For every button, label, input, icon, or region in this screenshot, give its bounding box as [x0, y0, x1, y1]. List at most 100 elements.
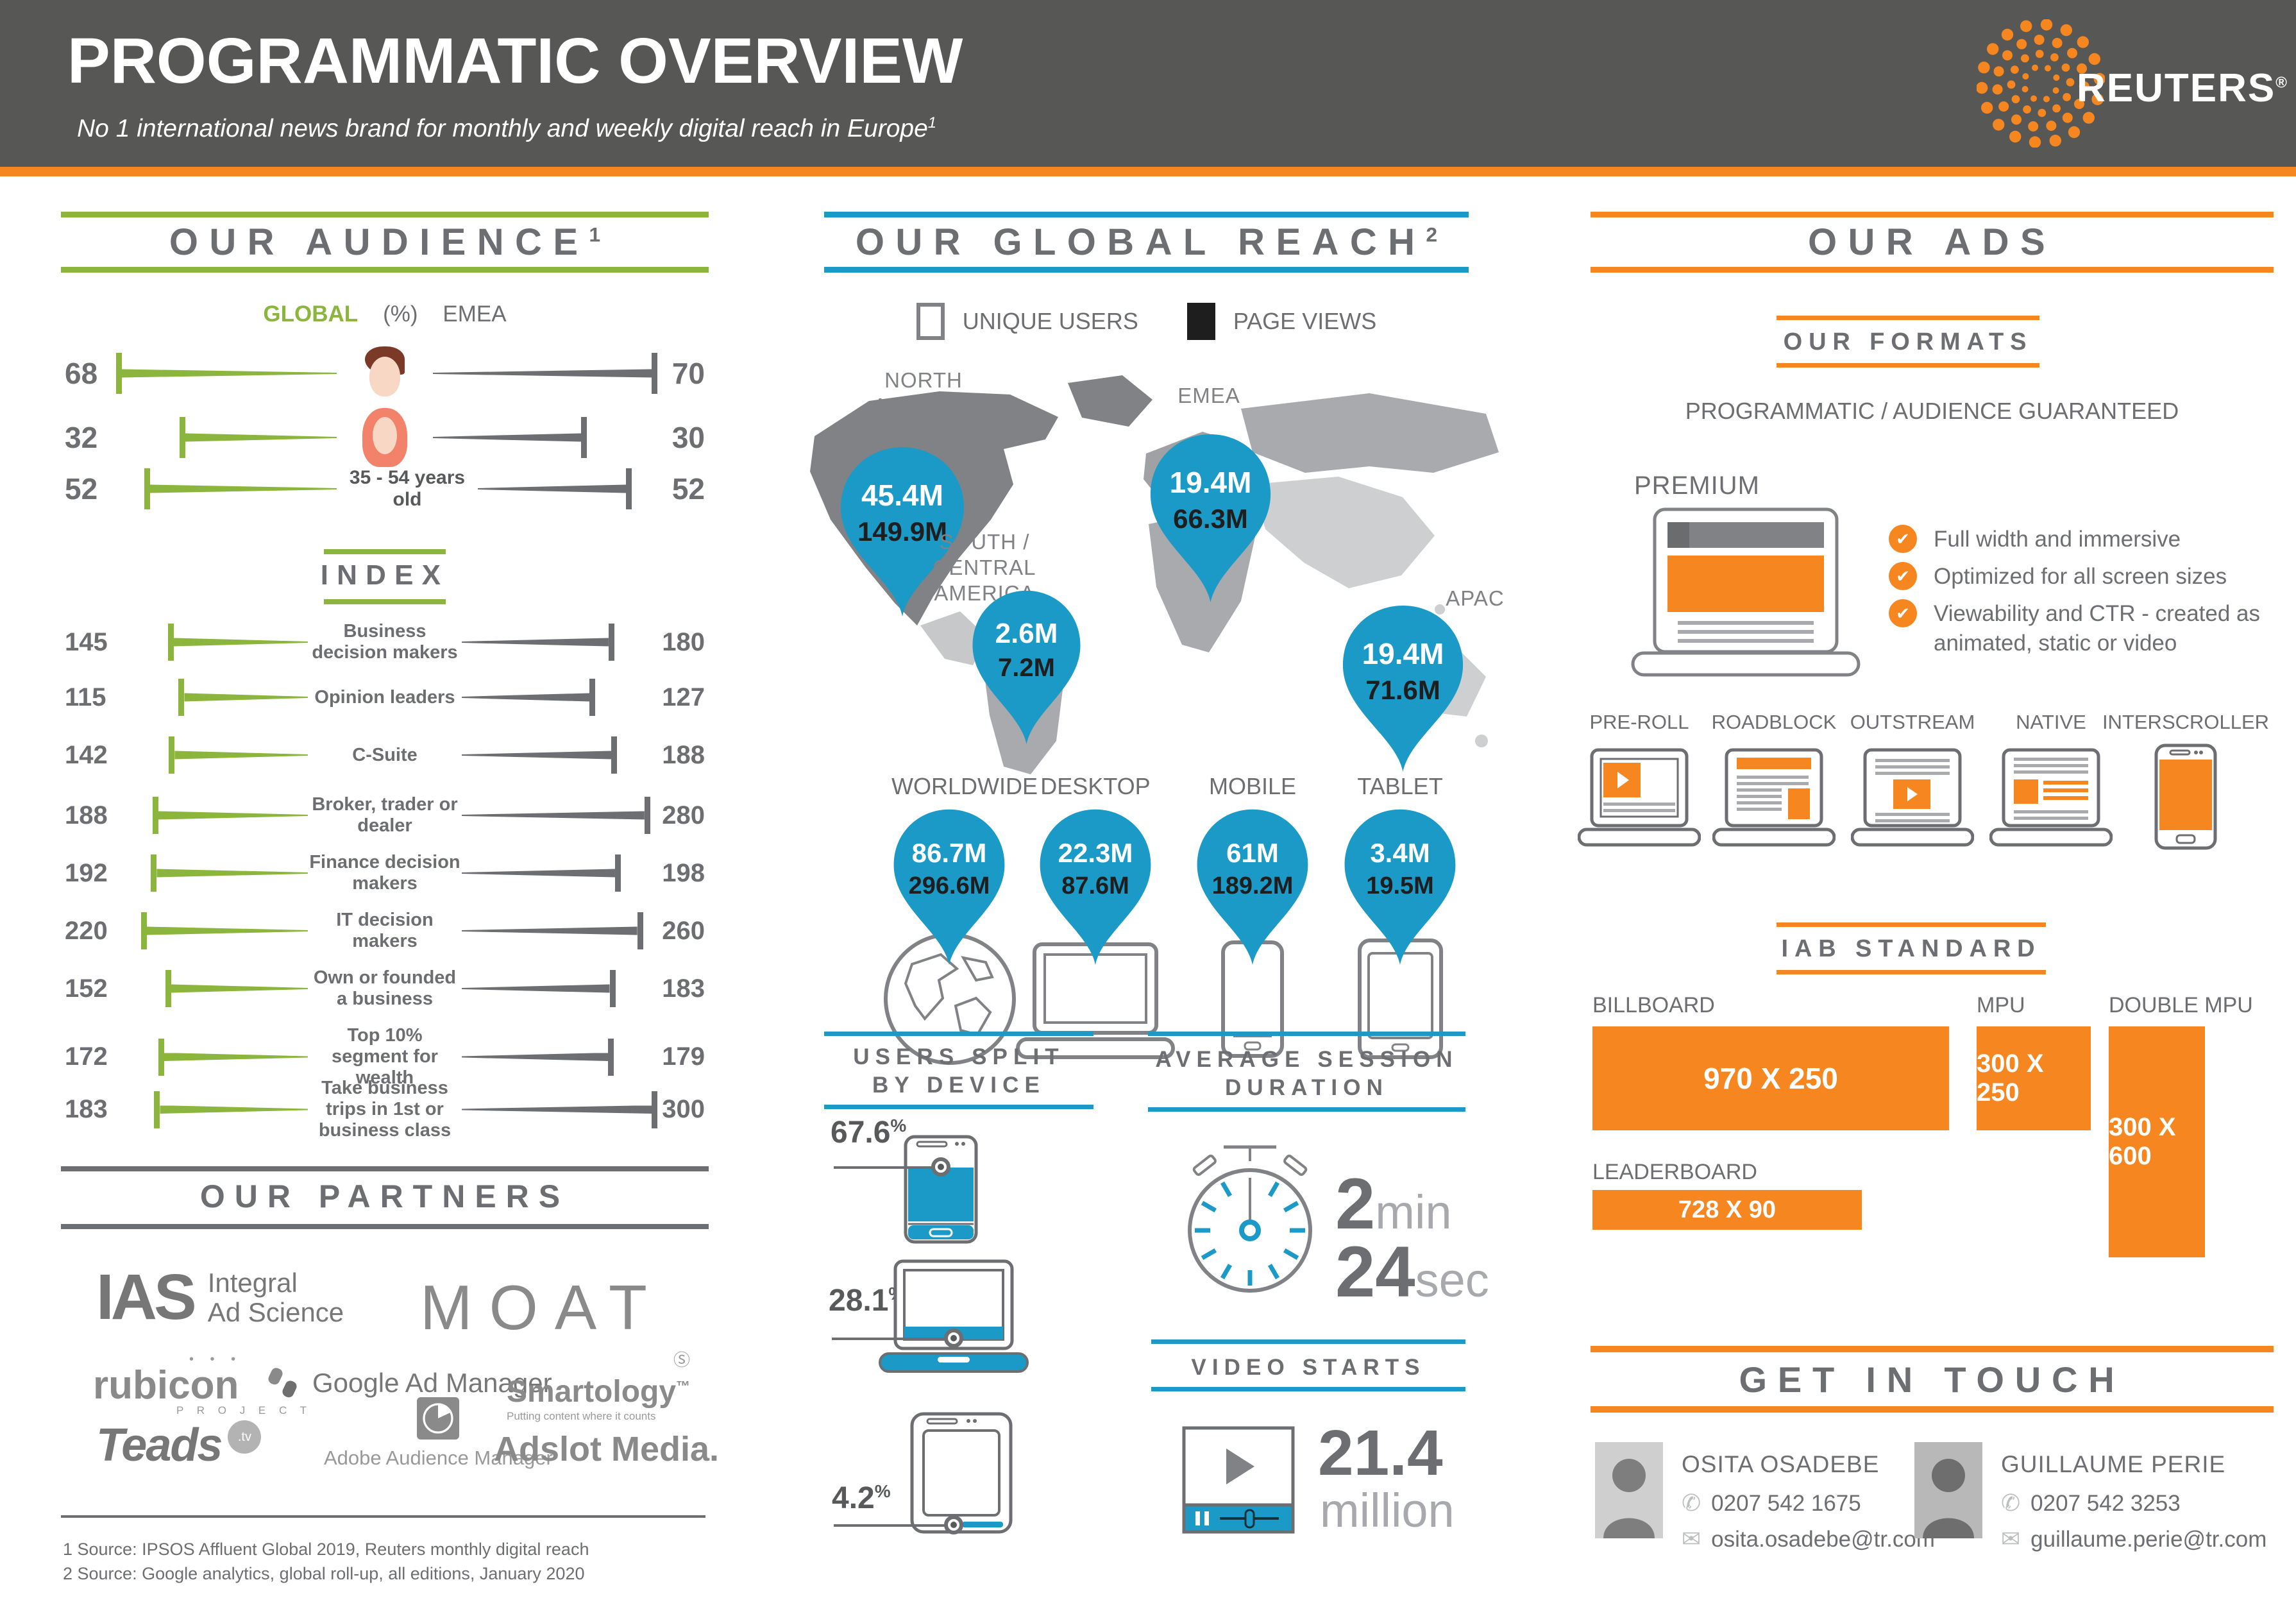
- value-emea-female: 30: [671, 421, 705, 454]
- check-icon: ✔: [1889, 599, 1917, 627]
- outstream-icon: [1851, 748, 1974, 847]
- index-row: 142 C-Suite 188: [61, 736, 709, 774]
- brand-name: REUTERS®: [2077, 66, 2288, 110]
- source-note-1: 1 Source: IPSOS Affluent Global 2019, Re…: [63, 1540, 589, 1559]
- index-title: INDEX: [320, 559, 450, 591]
- subtitle-footnote: 1: [927, 114, 937, 132]
- index-label: C-Suite: [352, 744, 418, 765]
- session-title-line1: AVERAGE SESSION: [1155, 1047, 1458, 1072]
- mail-icon: ✉: [1682, 1525, 1701, 1552]
- premium-label: PREMIUM: [1634, 472, 1760, 500]
- device-pin-desktop: 22.3M 87.6M: [1038, 807, 1153, 966]
- split-title-line1: USERS SPLIT: [853, 1044, 1065, 1069]
- partner-logo-google-ad-manager: Google Ad Manager: [266, 1365, 552, 1401]
- region-label-north-america: NORTH AMERICA: [873, 368, 974, 418]
- contact-photo-guillaume: [1914, 1442, 1982, 1538]
- page-views-value: 7.2M: [998, 654, 1055, 682]
- partners-rule-bottom: [61, 1224, 709, 1229]
- reach-rule-bottom: [824, 267, 1469, 273]
- iab-rule-top: [1777, 922, 2046, 927]
- premium-point-2: ✔ Optimized for all screen sizes: [1889, 562, 2248, 591]
- unique-users-value: 2.6M: [995, 618, 1058, 649]
- google-ad-manager-icon: [268, 1368, 297, 1398]
- partner-logo-teads: Teads .tv: [96, 1419, 262, 1472]
- page-subtitle: No 1 international news brand for monthl…: [77, 114, 936, 143]
- contact-phone-osita: ✆ 0207 542 1675: [1682, 1490, 1861, 1516]
- reach-rule-top: [824, 212, 1469, 217]
- unique-users-value: 86.7M: [911, 838, 987, 868]
- index-row: 172 Top 10% segment for wealth 179: [65, 1025, 705, 1088]
- legend-emea: EMEA: [443, 302, 507, 327]
- index-row: 152 Own or founded a business 183: [65, 967, 705, 1009]
- region-pin-south-central-america: 2.6M 7.2M: [970, 588, 1083, 745]
- check-icon: ✔: [1889, 525, 1917, 553]
- page-views-swatch: [1186, 303, 1215, 340]
- split-mobile-leader: [834, 1166, 940, 1169]
- partner-logo-moat: MOAT: [420, 1272, 664, 1343]
- formats-rule-top: [1777, 316, 2039, 320]
- unique-users-swatch: [916, 303, 945, 340]
- phone-icon: ✆: [2001, 1490, 2021, 1516]
- mail-icon: ✉: [2001, 1525, 2021, 1552]
- region-label-emea: EMEA: [1178, 384, 1240, 407]
- premium-point-1: ✔ Full width and immersive: [1889, 525, 2248, 554]
- split-tablet-leader: [834, 1524, 956, 1527]
- contact-title: GET IN TOUCH: [1739, 1359, 2125, 1400]
- iab-label-mpu: MPU: [1977, 993, 2025, 1017]
- index-label: Broker, trader or dealer: [312, 794, 458, 836]
- programmatic-label: PROGRAMMATIC / AUDIENCE GUARANTEED: [1685, 398, 2179, 424]
- unique-users-value: 19.4M: [1169, 466, 1252, 499]
- page-views-value: 66.3M: [1173, 504, 1248, 534]
- ads-rule-bottom: [1591, 267, 2274, 273]
- format-label-roadblock: ROADBLOCK: [1711, 711, 1837, 733]
- contact-email-osita: ✉ osita.osadebe@tr.com: [1682, 1525, 1935, 1552]
- reuters-logo-icon: [1977, 19, 2105, 148]
- native-icon: [1989, 748, 2113, 847]
- split-desktop-dot: [944, 1329, 963, 1348]
- page-views-value: 19.5M: [1366, 872, 1434, 899]
- split-rule-bottom: [824, 1105, 1093, 1109]
- iab-label-billboard: BILLBOARD: [1592, 993, 1715, 1017]
- stopwatch-icon: [1188, 1145, 1312, 1293]
- contact-email-guillaume: ✉ guillaume.perie@tr.com: [2001, 1525, 2267, 1552]
- iab-box-mpu: 300 X 250: [1977, 1026, 2091, 1130]
- contact-rule-bottom: [1591, 1406, 2274, 1413]
- age-band-label: 35 - 54 years old: [349, 467, 466, 510]
- premium-point-3: ✔ Viewability and CTR - created as animat…: [1889, 599, 2261, 658]
- formats-rule-bottom: [1777, 363, 2039, 368]
- split-tablet-value: 4.2%: [832, 1481, 891, 1515]
- audience-title: OUR AUDIENCE1: [169, 221, 601, 263]
- unique-users-value: 3.4M: [1370, 838, 1430, 868]
- session-rule-bottom: [1148, 1107, 1465, 1112]
- page-views-label: PAGE VIEWS: [1233, 308, 1377, 334]
- adobe-audience-manager-icon: [417, 1397, 460, 1440]
- value-emea-male: 70: [671, 357, 705, 390]
- split-tablet-dot: [944, 1515, 963, 1534]
- index-label: Take business trips in 1st or business c…: [318, 1078, 452, 1141]
- contact-name-osita: OSITA OSADEBE: [1682, 1451, 1880, 1477]
- value-global-male: 68: [65, 357, 98, 390]
- split-rule-top: [824, 1032, 1093, 1036]
- page-views-value: 149.9M: [857, 516, 948, 547]
- audience-row-age: 52 35 - 54 years old 52: [61, 467, 709, 511]
- index-label: Finance decision makers: [309, 852, 460, 894]
- device-label-worldwide: WORLDWIDE: [891, 773, 1038, 799]
- region-pin-north-america: 45.4M 149.9M: [838, 445, 967, 618]
- index-label: Business decision makers: [312, 621, 458, 663]
- partners-rule-top: [61, 1166, 709, 1171]
- unique-users-value: 22.3M: [1058, 838, 1133, 868]
- session-title-line2: DURATION: [1225, 1075, 1389, 1100]
- iab-label-leaderboard: LEADERBOARD: [1592, 1160, 1757, 1184]
- page-title: PROGRAMMATIC OVERVIEW: [67, 25, 963, 97]
- split-title-line2: BY DEVICE: [872, 1073, 1045, 1098]
- preroll-icon: [1578, 748, 1701, 847]
- split-desktop-leader: [832, 1338, 954, 1340]
- index-row: 220 IT decision makers 260: [65, 910, 705, 951]
- premium-laptop-illustration: [1631, 507, 1861, 677]
- value-emea-age: 52: [671, 472, 705, 506]
- contact-phone-guillaume: ✆ 0207 542 3253: [2001, 1490, 2181, 1516]
- audience-row-female: 32 30: [61, 408, 709, 467]
- index-row: 192 Finance decision makers 198: [65, 852, 705, 894]
- unique-users-value: 61M: [1226, 838, 1279, 868]
